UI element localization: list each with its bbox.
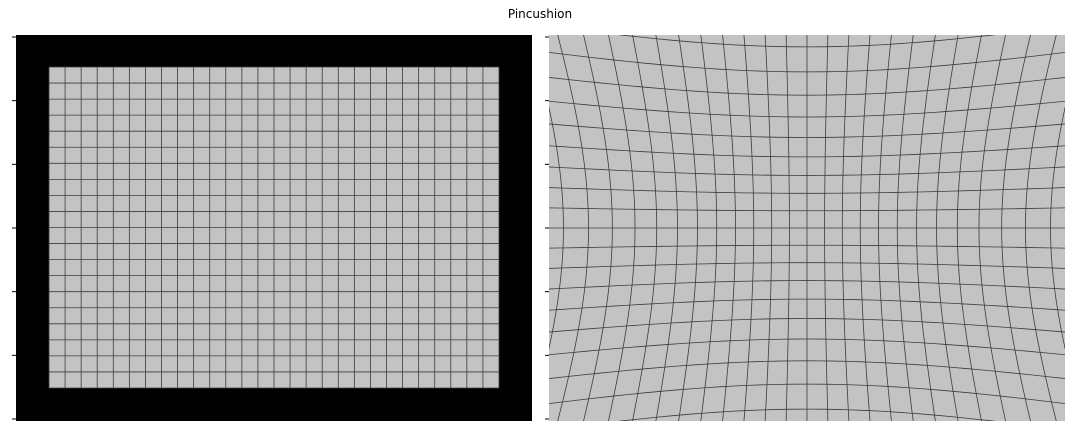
distorted-line-horizontal (549, 298, 1065, 311)
distorted-line-horizontal (549, 145, 1065, 158)
original-grid-panel (16, 35, 532, 421)
distorted-line-horizontal (549, 187, 1065, 194)
distorted-line-horizontal (549, 100, 1065, 118)
left-ticks-svg (12, 36, 16, 420)
distorted-line-horizontal (549, 244, 1065, 249)
pincushion-grid-panel (549, 35, 1065, 421)
distorted-line-horizontal (549, 166, 1065, 176)
figure-title: Pincushion (507, 7, 573, 21)
distorted-line-horizontal (549, 318, 1065, 333)
distorted-line-horizontal (549, 207, 1065, 212)
distorted-line-horizontal (549, 51, 1065, 73)
distorted-line-horizontal (549, 383, 1065, 405)
distorted-line-horizontal (549, 280, 1065, 290)
distorted-line-horizontal (549, 338, 1065, 356)
original-grid-image (16, 35, 532, 421)
pincushion-grid-lines (549, 35, 1065, 421)
left-y-axis-ticks (12, 35, 16, 421)
distorted-line-horizontal (618, 408, 996, 421)
original-grid-lines (48, 66, 500, 389)
distorted-line-horizontal (549, 123, 1065, 138)
distorted-line-horizontal (549, 262, 1065, 269)
distorted-line-horizontal (549, 360, 1065, 379)
distorted-line-horizontal (549, 77, 1065, 96)
distorted-line-horizontal (618, 35, 996, 48)
pincushion-grid-image (549, 35, 1065, 421)
